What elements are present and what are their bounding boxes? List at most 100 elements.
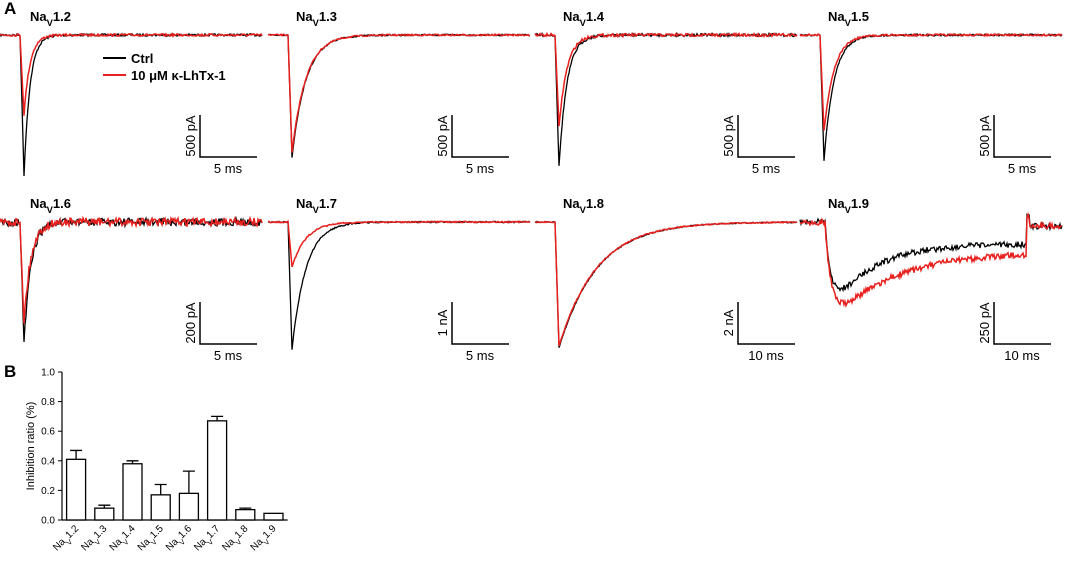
- scale-label: 5 ms: [466, 161, 495, 176]
- scale-bar: [451, 115, 509, 158]
- label-sub: V: [845, 205, 852, 215]
- label-part: 1.5: [851, 9, 869, 24]
- scale-bar: [993, 302, 1051, 345]
- trace: [534, 220, 798, 347]
- x-tick-label: NaV1.3: [79, 523, 112, 556]
- scale-label: 1 nA: [435, 309, 450, 336]
- scale-label: 500 pA: [977, 115, 992, 157]
- legend-label: Ctrl: [131, 51, 153, 66]
- x-tick-label: NaV1.4: [108, 523, 141, 556]
- panel-title: NaV1.3: [296, 9, 337, 28]
- label-part: Na: [30, 9, 47, 24]
- trace: [267, 220, 531, 268]
- label-sub: V: [580, 18, 587, 28]
- scale-bar: [199, 302, 257, 345]
- bar: [235, 508, 256, 521]
- x-tick-label: NaV1.5: [136, 523, 169, 556]
- scale-bar: [451, 302, 509, 345]
- label-sub: V: [47, 205, 54, 215]
- panel-title: NaV1.2: [30, 9, 71, 28]
- panel-label: B: [4, 362, 16, 381]
- label-part: 1.3: [319, 9, 337, 24]
- label-part: 1.9: [851, 196, 869, 211]
- y-axis-label: Inhibition ratio (%): [25, 402, 37, 491]
- scale-label: 5 ms: [214, 348, 243, 363]
- trace: [0, 215, 263, 342]
- trace: [799, 32, 1063, 161]
- label-part: 1.6: [53, 196, 71, 211]
- x-tick-label: NaV1.2: [51, 523, 84, 556]
- panel-title: NaV1.9: [828, 196, 869, 215]
- label-part: Na: [296, 9, 313, 24]
- label-sub: V: [121, 537, 131, 547]
- trace: [0, 215, 263, 324]
- panel-title: NaV1.5: [828, 9, 869, 28]
- scale-bar: [737, 302, 795, 345]
- scale-label: 500 pA: [721, 115, 736, 157]
- trace: [534, 31, 798, 127]
- scale-label: 200 pA: [183, 302, 198, 344]
- bar: [178, 492, 200, 521]
- label-part: 1.7: [319, 196, 337, 211]
- bar: [94, 507, 115, 521]
- trace: [534, 220, 798, 348]
- bar: [65, 458, 87, 521]
- y-tick-label: 1.0: [41, 368, 55, 379]
- trace: [534, 31, 798, 166]
- y-tick-label: 0.8: [41, 397, 55, 408]
- label-part: Na: [30, 196, 47, 211]
- label-sub: V: [233, 537, 243, 547]
- y-tick-label: 0.4: [41, 456, 55, 467]
- bar: [263, 512, 284, 521]
- label-sub: V: [92, 537, 102, 547]
- bar: [122, 463, 143, 521]
- label-sub: V: [177, 537, 187, 547]
- scale-label: 10 ms: [1004, 348, 1040, 363]
- label-part: Na: [563, 196, 580, 211]
- scale-label: 10 ms: [748, 348, 784, 363]
- trace: [267, 220, 531, 350]
- label-sub: V: [313, 18, 320, 28]
- scale-label: 500 pA: [435, 115, 450, 157]
- error-bar: [154, 483, 167, 495]
- legend-label: 10 μM κ-LhTx-1: [131, 68, 226, 83]
- scale-label: 5 ms: [1008, 161, 1037, 176]
- trace: [799, 213, 1063, 293]
- label-sub: V: [845, 18, 852, 28]
- trace: [799, 32, 1063, 131]
- y-tick-label: 0.6: [41, 427, 55, 438]
- panel-title: NaV1.6: [30, 196, 71, 215]
- error-bar: [182, 470, 195, 494]
- trace: [267, 33, 531, 153]
- label-part: Na: [296, 196, 313, 211]
- scale-label: 500 pA: [183, 115, 198, 157]
- label-sub: V: [580, 205, 587, 215]
- bar: [206, 420, 228, 521]
- x-tick-label: NaV1.7: [192, 523, 225, 556]
- label-part: 1.2: [53, 9, 71, 24]
- label-part: 1.8: [586, 196, 604, 211]
- scale-label: 5 ms: [466, 348, 495, 363]
- trace: [0, 32, 263, 116]
- scale-label: 250 pA: [977, 302, 992, 344]
- x-tick-label: NaV1.9: [249, 523, 282, 556]
- trace: [799, 211, 1063, 308]
- scale-label: 5 ms: [752, 161, 781, 176]
- error-bar: [211, 415, 224, 421]
- label-sub: V: [262, 537, 272, 547]
- label-part: Na: [828, 9, 845, 24]
- panel-title: NaV1.8: [563, 196, 604, 215]
- label-sub: V: [47, 18, 54, 28]
- panel-title: NaV1.4: [563, 9, 605, 28]
- scale-bar: [993, 115, 1051, 158]
- label-sub: V: [149, 537, 159, 547]
- label-part: Na: [828, 196, 845, 211]
- scale-bar: [737, 115, 795, 158]
- scale-label: 2 nA: [721, 309, 736, 336]
- label-sub: V: [313, 205, 320, 215]
- y-tick-label: 0.0: [41, 516, 55, 527]
- y-tick-label: 0.2: [41, 486, 55, 497]
- panel-title: NaV1.7: [296, 196, 337, 215]
- x-tick-label: NaV1.6: [164, 523, 197, 556]
- label-sub: V: [64, 537, 74, 547]
